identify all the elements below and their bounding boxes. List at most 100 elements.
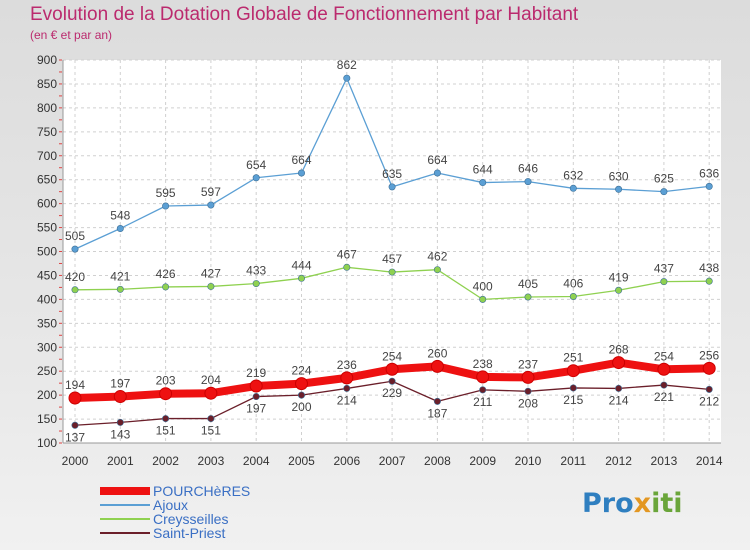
data-label: 221 <box>654 390 674 404</box>
data-label: 406 <box>563 277 583 291</box>
x-tick-label: 2014 <box>696 454 723 468</box>
data-point <box>479 179 487 187</box>
data-point <box>295 377 308 391</box>
data-point <box>340 371 354 385</box>
data-label: 505 <box>65 229 85 243</box>
y-tick-label: 800 <box>37 101 57 115</box>
data-label: 444 <box>291 258 311 272</box>
data-label: 462 <box>427 250 447 264</box>
data-label: 664 <box>427 153 447 167</box>
grid <box>63 59 721 444</box>
data-point <box>521 370 535 384</box>
x-tick-label: 2002 <box>152 454 179 468</box>
data-label: 632 <box>563 168 583 182</box>
data-point <box>388 268 396 276</box>
x-tick-label: 2009 <box>469 454 496 468</box>
data-point <box>476 370 490 384</box>
data-label: 151 <box>156 424 176 438</box>
data-point <box>433 266 441 274</box>
data-label: 215 <box>563 393 583 407</box>
legend-swatch <box>100 518 150 520</box>
data-label: 204 <box>201 373 221 387</box>
data-label: 214 <box>337 393 357 407</box>
data-label: 664 <box>291 153 311 167</box>
data-label: 200 <box>291 400 311 414</box>
data-label: 237 <box>518 357 538 371</box>
data-point <box>252 174 260 182</box>
data-label: 224 <box>291 364 311 378</box>
data-label: 421 <box>110 269 130 283</box>
data-point <box>116 418 124 426</box>
data-point <box>116 285 124 293</box>
data-point <box>569 384 577 392</box>
legend-swatch <box>100 504 150 506</box>
data-label: 214 <box>609 393 629 407</box>
data-point <box>297 274 305 282</box>
x-tick-label: 2003 <box>198 454 225 468</box>
chart-title: Evolution de la Dotation Globale de Fonc… <box>30 4 579 25</box>
data-point <box>249 379 263 393</box>
data-point <box>479 386 487 394</box>
data-label: 400 <box>473 279 493 293</box>
y-tick-label: 750 <box>37 125 57 139</box>
data-label: 419 <box>609 270 629 284</box>
data-label: 151 <box>201 424 221 438</box>
y-tick-label: 600 <box>37 197 57 211</box>
data-point <box>612 356 626 370</box>
y-tick-label: 700 <box>37 149 57 163</box>
data-point <box>343 263 351 271</box>
data-point <box>162 283 170 291</box>
data-point <box>116 225 124 233</box>
x-tick-label: 2011 <box>560 454 586 468</box>
data-label: 212 <box>699 394 719 408</box>
data-label: 654 <box>246 158 266 172</box>
legend-item: Saint-Priest <box>100 526 250 540</box>
data-point <box>204 386 218 400</box>
data-label: 433 <box>246 264 266 278</box>
data-label: 597 <box>201 185 221 199</box>
y-tick-label: 250 <box>37 364 57 378</box>
legend-item: POURCHèRES <box>100 484 250 498</box>
data-label: 595 <box>156 186 176 200</box>
data-label: 143 <box>110 427 130 441</box>
axes: 100 150 200 250 300 350 400 450 500 550 600 650 700 7… <box>37 53 723 468</box>
data-label: 630 <box>609 169 629 183</box>
legend-label: POURCHèRES <box>153 483 251 499</box>
x-tick-label: 2008 <box>424 454 451 468</box>
data-label: 646 <box>518 162 538 176</box>
data-label: 635 <box>382 167 402 181</box>
data-point <box>524 178 532 186</box>
legend-label: Creysseilles <box>153 511 229 527</box>
legend-label: Saint-Priest <box>153 525 226 541</box>
data-point <box>569 184 577 192</box>
x-tick-label: 2012 <box>605 454 632 468</box>
data-point <box>569 293 577 301</box>
data-label: 238 <box>473 357 493 371</box>
data-point <box>207 415 215 423</box>
x-tick-label: 2010 <box>515 454 542 468</box>
y-tick-label: 400 <box>37 292 57 306</box>
data-point <box>297 169 305 177</box>
y-tick-label: 350 <box>37 316 57 330</box>
data-point <box>433 397 441 405</box>
series-lines <box>68 74 716 429</box>
data-point <box>388 377 396 385</box>
data-label: 197 <box>246 402 266 416</box>
data-point <box>252 280 260 288</box>
data-point <box>343 384 351 392</box>
data-label: 187 <box>427 406 447 420</box>
data-point <box>524 387 532 395</box>
y-tick-label: 150 <box>37 412 57 426</box>
data-label: 251 <box>563 351 583 365</box>
data-point <box>479 295 487 303</box>
data-point <box>433 169 441 177</box>
data-point <box>71 245 79 253</box>
x-tick-label: 2001 <box>107 454 134 468</box>
data-label: 438 <box>699 261 719 275</box>
legend-item: Creysseilles <box>100 512 250 526</box>
data-point <box>343 74 351 82</box>
x-tick-label: 2005 <box>288 454 315 468</box>
data-label: 256 <box>699 348 719 362</box>
data-label: 194 <box>65 378 85 392</box>
